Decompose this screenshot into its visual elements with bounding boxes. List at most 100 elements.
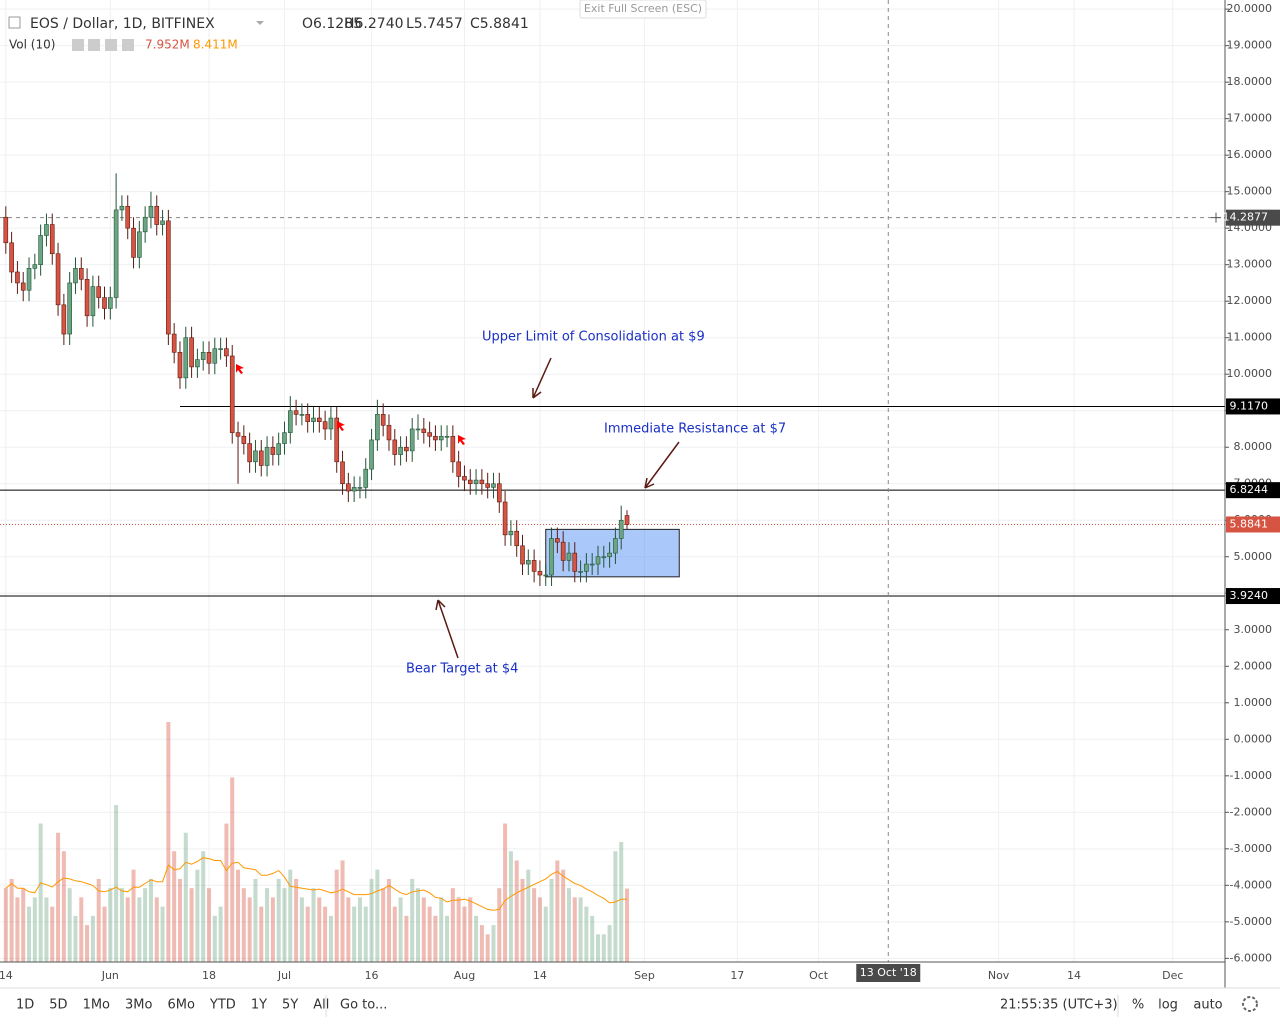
level-label: 6.8244: [1230, 483, 1269, 496]
period-button[interactable]: YTD: [209, 998, 236, 1013]
candle: [119, 195, 125, 221]
period-button[interactable]: All: [313, 998, 329, 1013]
period-button[interactable]: 5D: [49, 998, 67, 1013]
collapse-icon[interactable]: [8, 16, 21, 29]
volume-bar: [265, 888, 270, 962]
period-button[interactable]: 1Y: [251, 998, 267, 1013]
volume-bar: [514, 860, 519, 962]
candle: [340, 450, 345, 495]
y-tick-label: 17.0000: [1227, 112, 1273, 125]
exit-fullscreen-text[interactable]: Exit Full Screen (ESC): [584, 2, 702, 15]
candle-body: [20, 282, 26, 291]
candle-body: [491, 483, 496, 488]
period-button[interactable]: 5Y: [282, 998, 298, 1013]
volume-bar: [27, 906, 32, 962]
candle-body: [247, 443, 252, 463]
volume-bar: [108, 888, 113, 962]
candle-body: [282, 432, 287, 444]
volume-bar: [119, 888, 124, 962]
volume-bar: [508, 851, 513, 962]
x-tick-label: 14: [533, 969, 547, 982]
study-icons[interactable]: [72, 39, 134, 51]
volume-bar: [584, 906, 589, 962]
candle: [421, 418, 427, 444]
x-tick-label: Nov: [988, 969, 1010, 982]
period-button[interactable]: 6Mo: [167, 998, 194, 1013]
volume-bar: [590, 915, 595, 962]
auto-toggle[interactable]: auto: [1193, 998, 1222, 1013]
candle-body: [189, 337, 194, 368]
candle: [200, 341, 206, 371]
candle: [247, 432, 252, 473]
log-toggle[interactable]: log: [1158, 998, 1178, 1013]
candle-body: [148, 205, 154, 218]
volume-bar: [369, 878, 374, 962]
period-button[interactable]: 1Mo: [83, 998, 110, 1013]
candle: [485, 472, 490, 499]
candle-body: [15, 271, 20, 284]
candle: [450, 425, 456, 473]
volume-bar: [479, 925, 484, 962]
volume-bar: [38, 823, 43, 962]
candle: [137, 220, 142, 269]
candle-body: [404, 446, 409, 452]
candle-body: [3, 216, 9, 244]
consolidation-box: [545, 528, 680, 578]
candle: [601, 545, 607, 568]
candle: [589, 553, 595, 576]
volume-bar: [323, 906, 328, 962]
candle: [479, 469, 485, 495]
goto-button[interactable]: Go to...: [340, 998, 387, 1013]
candle-body: [520, 545, 525, 565]
exit-fullscreen[interactable]: [579, 0, 707, 19]
y-tick-label: -6.0000: [1230, 951, 1272, 964]
x-tick-label: Oct: [809, 969, 829, 982]
period-button[interactable]: 1D: [16, 998, 34, 1013]
candle: [311, 407, 316, 433]
volume-bar: [125, 897, 130, 962]
candle: [38, 224, 43, 276]
candle-body: [566, 552, 572, 561]
y-tick-label: 12.0000: [1227, 294, 1273, 307]
level-tag: [1226, 398, 1280, 415]
volume-bar: [601, 934, 606, 962]
volume-bar: [520, 878, 525, 962]
candle-body: [287, 410, 293, 433]
candle-body: [38, 235, 43, 265]
volume-ma-line: [5, 857, 628, 911]
volume-bar: [561, 869, 566, 962]
candle-body: [212, 348, 218, 364]
volume-bar: [288, 869, 293, 962]
x-tick-label: 18: [202, 969, 216, 982]
settings-icon[interactable]: [1242, 996, 1258, 1012]
candle-body: [113, 209, 119, 298]
high-label: H6.2740: [344, 16, 404, 32]
percent-toggle[interactable]: %: [1132, 998, 1144, 1013]
candle: [305, 403, 311, 433]
level-tag: [1226, 588, 1280, 605]
volume-ma-value: 8.411M: [193, 38, 238, 52]
volume-bar: [566, 888, 571, 962]
candle: [462, 465, 467, 492]
x-tick-label: Jun: [101, 969, 119, 982]
toolbar: 1D 5D 1Mo 3Mo 6Mo YTD 1Y 5Y All: [16, 998, 329, 1013]
volume-bar: [625, 888, 630, 962]
candle: [473, 469, 479, 495]
candle-body: [9, 242, 14, 273]
dropdown-icon[interactable]: [256, 21, 264, 25]
candle-body: [421, 428, 427, 433]
period-button[interactable]: 3Mo: [125, 998, 152, 1013]
y-tick-label: 15.0000: [1227, 185, 1273, 198]
candle-body: [508, 530, 514, 536]
candle: [560, 531, 566, 572]
candle: [409, 418, 415, 462]
candle-body: [624, 515, 630, 525]
candle-body: [125, 205, 131, 229]
y-tick-label: 1.0000: [1234, 696, 1273, 709]
candle: [618, 505, 624, 550]
y-tick-label: 13.0000: [1227, 258, 1273, 271]
candle: [322, 410, 328, 440]
candle: [154, 195, 160, 236]
volume-bar: [305, 906, 310, 962]
